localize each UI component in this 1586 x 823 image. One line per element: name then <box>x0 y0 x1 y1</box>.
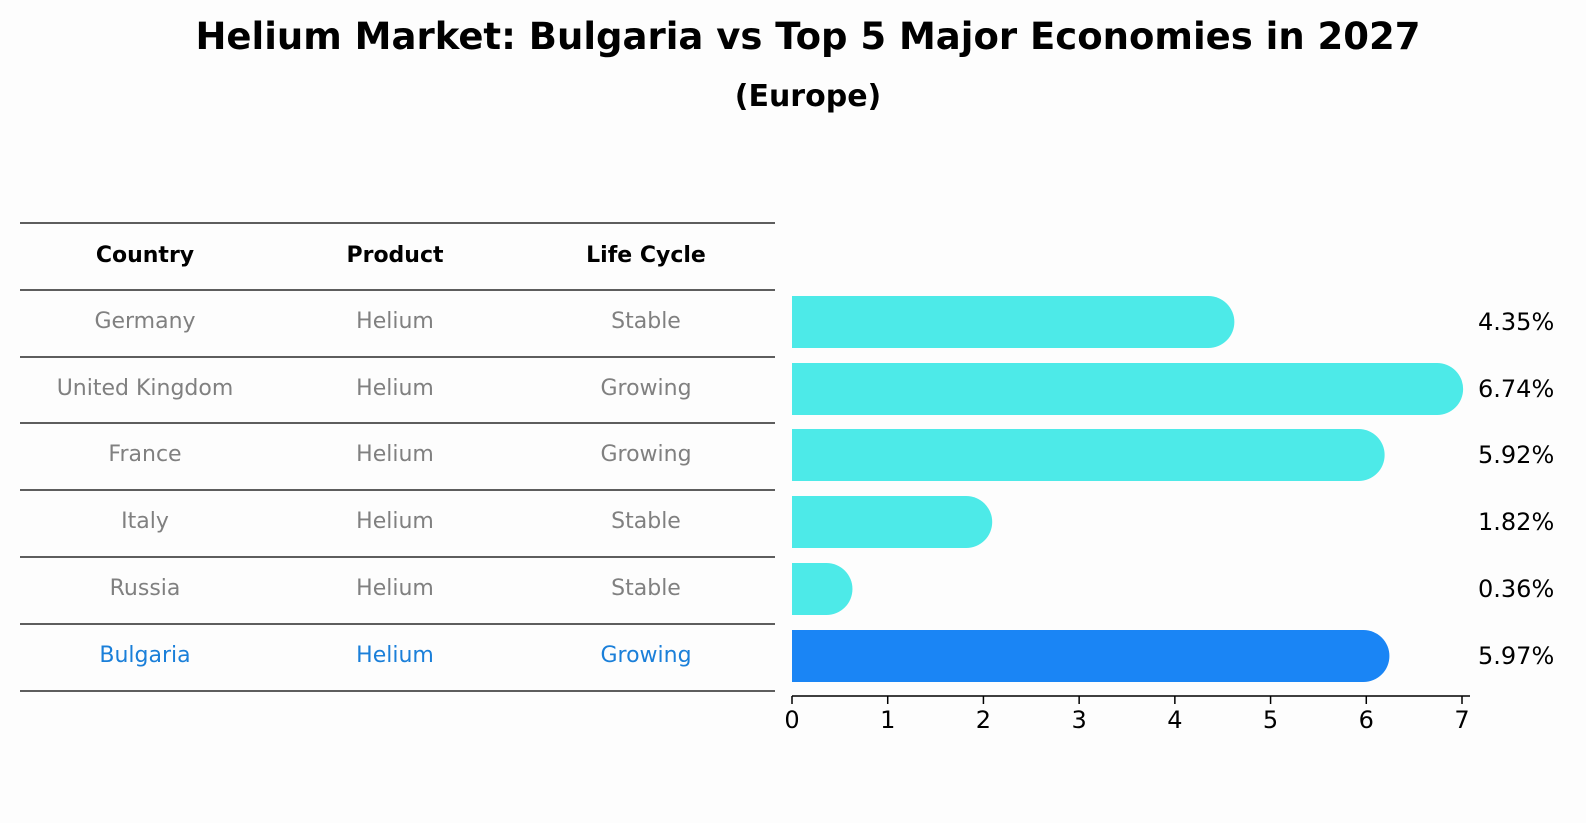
table-cell-life-cycle: Stable <box>611 576 681 601</box>
bar <box>792 563 853 615</box>
bar-plot: 4.35% 6.74% 5.92% 1.82% 0.36% 5.97% <box>792 296 1554 682</box>
chart-title: Helium Market: Bulgaria vs Top 5 Major E… <box>195 15 1421 58</box>
value-label: 5.92% <box>1478 441 1554 469</box>
table-cell-product: Helium <box>356 376 434 401</box>
table-cell-country: United Kingdom <box>57 376 234 401</box>
bar-highlight <box>792 630 1390 682</box>
x-tick-label: 7 <box>1454 706 1469 734</box>
table-cell-life-cycle: Stable <box>611 509 681 534</box>
table-cell-country: Bulgaria <box>99 643 190 668</box>
bar <box>792 296 1235 348</box>
data-table: Country Product Life Cycle Germany Helium Sta… <box>20 222 775 692</box>
value-label: 1.82% <box>1478 508 1554 536</box>
x-tick-label: 3 <box>1072 706 1087 734</box>
table-cell-country: Italy <box>121 509 169 534</box>
x-tick-label: 1 <box>880 706 895 734</box>
header-product: Product <box>346 243 444 268</box>
table-cell-product: Helium <box>356 509 434 534</box>
x-tick-label: 4 <box>1167 706 1182 734</box>
table-cell-country: Russia <box>110 576 181 601</box>
value-label: 5.97% <box>1478 642 1554 670</box>
x-axis: 0 1 2 3 4 5 6 7 <box>784 695 1470 734</box>
bar <box>792 429 1385 481</box>
value-label: 6.74% <box>1478 375 1554 403</box>
bar <box>792 363 1464 415</box>
x-tick-label: 6 <box>1359 706 1374 734</box>
table-cell-product: Helium <box>356 576 434 601</box>
header-life-cycle: Life Cycle <box>586 243 706 268</box>
table-cell-product: Helium <box>356 309 434 334</box>
table-cell-life-cycle: Growing <box>600 643 691 668</box>
value-label: 4.35% <box>1478 308 1554 336</box>
table-cell-product: Helium <box>356 442 434 467</box>
x-tick-label: 2 <box>976 706 991 734</box>
value-label: 0.36% <box>1478 575 1554 603</box>
table-cell-life-cycle: Growing <box>600 376 691 401</box>
table-cell-product: Helium <box>356 643 434 668</box>
chart-subtitle: (Europe) <box>734 79 882 114</box>
header-country: Country <box>96 243 194 268</box>
table-cell-country: Germany <box>94 309 195 334</box>
table-cell-life-cycle: Stable <box>611 309 681 334</box>
x-tick-label: 0 <box>784 706 799 734</box>
x-tick-label: 5 <box>1263 706 1278 734</box>
bar <box>792 496 993 548</box>
table-cell-life-cycle: Growing <box>600 442 691 467</box>
table-cell-country: France <box>108 442 181 467</box>
